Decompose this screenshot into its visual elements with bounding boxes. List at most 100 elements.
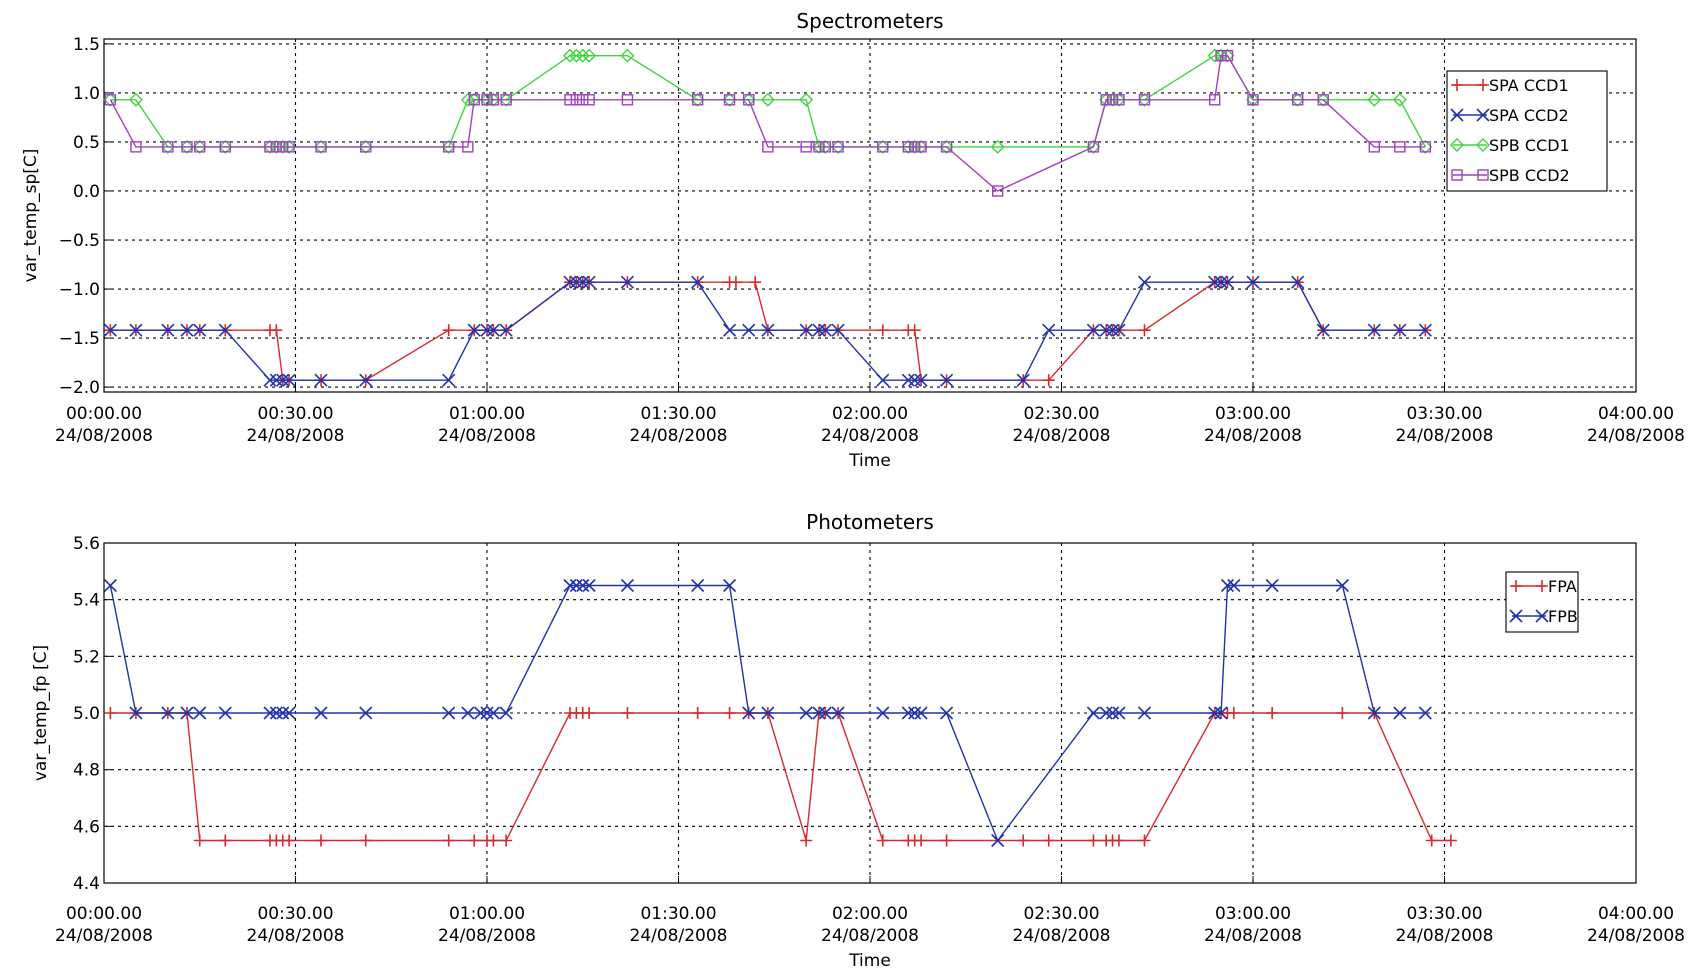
data-point: [181, 141, 193, 153]
series-line: [110, 55, 1427, 148]
data-point: [192, 139, 207, 154]
data-point: [282, 706, 296, 720]
data-point: [1017, 834, 1030, 847]
x-tick-label-time: 03:00.00: [1215, 404, 1291, 424]
data-point: [583, 94, 595, 106]
legend-marker: [1477, 169, 1489, 181]
data-point: [269, 139, 284, 154]
data-point: [468, 94, 480, 106]
data-point: [818, 706, 832, 720]
data-point: [1266, 707, 1279, 719]
data-point: [902, 141, 914, 153]
data-point: [877, 141, 889, 153]
data-point: [358, 139, 373, 154]
x-tick-label-time: 03:30.00: [1406, 404, 1482, 424]
data-point: [811, 139, 826, 154]
data-point: [813, 141, 825, 153]
data-point: [832, 141, 844, 153]
x-tick-label-time: 04:00.00: [1598, 404, 1674, 424]
data-point: [1215, 49, 1227, 62]
data-point: [908, 141, 921, 153]
data-point: [1138, 834, 1151, 847]
data-point: [908, 324, 921, 337]
data-point: [831, 323, 845, 337]
data-point: [130, 141, 142, 153]
data-point: [1246, 275, 1260, 289]
data-point: [621, 94, 634, 106]
data-point: [690, 92, 705, 107]
data-point: [799, 92, 814, 107]
legend-item: FPA: [1510, 577, 1577, 596]
data-point: [1042, 834, 1055, 847]
y-axis-label: var_temp_sp[C]: [21, 149, 41, 283]
data-point: [1137, 92, 1152, 107]
data-point: [1246, 92, 1260, 107]
data-point: [914, 373, 928, 387]
data-point: [442, 834, 455, 847]
x-tick-label-date: 24/08/2008: [821, 926, 919, 946]
data-point: [723, 707, 736, 719]
data-point: [1336, 707, 1349, 719]
data-point: [1137, 706, 1152, 720]
x-tick-label-date: 24/08/2008: [630, 426, 728, 446]
data-point: [691, 275, 705, 289]
x-tick-label-time: 02:00.00: [832, 904, 908, 924]
series-fpb: [103, 578, 1432, 848]
series-fpa: [104, 707, 1457, 847]
data-point: [691, 707, 704, 719]
data-point: [1099, 92, 1114, 107]
data-point: [819, 141, 832, 153]
data-point: [499, 92, 514, 107]
x-tick-label-time: 00:00.00: [66, 904, 142, 924]
data-point: [1367, 323, 1381, 337]
data-point: [875, 139, 890, 154]
legend-label: SPA CCD1: [1489, 76, 1569, 95]
data-point: [1086, 323, 1100, 337]
data-point: [1214, 706, 1228, 720]
data-point: [442, 706, 456, 720]
data-point: [907, 139, 922, 154]
data-point: [467, 92, 482, 107]
data-point: [460, 92, 475, 107]
data-point: [1419, 141, 1432, 153]
data-point: [1100, 94, 1112, 106]
data-point: [270, 324, 283, 337]
data-point: [193, 834, 206, 847]
data-point: [741, 92, 756, 107]
x-axis-label: Time: [848, 951, 891, 971]
x-tick-label-time: 01:00.00: [449, 904, 525, 924]
data-point: [940, 373, 954, 387]
data-point: [831, 139, 846, 154]
x-tick-label-time: 00:30.00: [257, 404, 333, 424]
data-point: [800, 141, 812, 153]
legend-marker: [1450, 108, 1464, 122]
data-point: [1316, 323, 1330, 337]
data-point: [315, 834, 328, 847]
x-tick-label-date: 24/08/2008: [55, 926, 153, 946]
data-point: [800, 834, 813, 847]
data-point: [1214, 275, 1228, 289]
data-point: [761, 706, 775, 720]
data-point: [1208, 94, 1221, 106]
data-point: [360, 141, 372, 153]
data-point: [570, 94, 583, 106]
legend-label: SPB CCD1: [1489, 136, 1570, 155]
data-point: [1367, 92, 1382, 107]
data-point: [218, 706, 232, 720]
y-tick-label: 1.0: [73, 84, 100, 104]
x-tick-label-date: 24/08/2008: [630, 926, 728, 946]
data-point: [576, 275, 590, 289]
data-point: [276, 373, 290, 387]
data-point: [621, 707, 634, 719]
data-point: [499, 706, 513, 720]
data-point: [914, 139, 929, 154]
data-point: [1316, 92, 1331, 107]
x-tick-label-date: 24/08/2008: [1204, 926, 1302, 946]
data-point: [563, 578, 577, 593]
y-tick-label: 4.8: [73, 761, 100, 781]
data-point: [218, 323, 232, 337]
data-point: [441, 139, 456, 154]
data-point: [1393, 323, 1407, 337]
spectrometers-chart: Spectrometers 1.5 1.0 0.5 0.0 −0.5 −1.0 −1.5 −2.…: [21, 9, 1685, 471]
